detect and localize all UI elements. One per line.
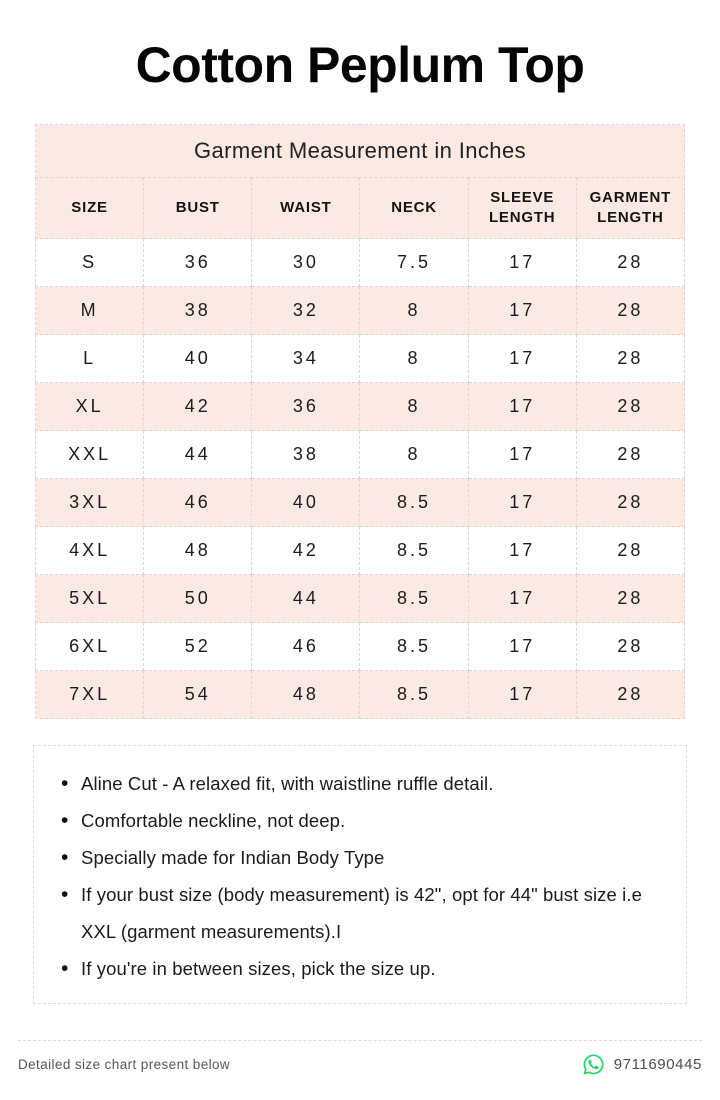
measurement-cell: 46 [251, 622, 361, 671]
measurement-cell: 40 [143, 334, 253, 383]
size-cell: XXL [34, 430, 145, 479]
measurement-cell: 42 [143, 382, 253, 431]
measurement-cell: 8.5 [359, 478, 469, 527]
note-item: If you're in between sizes, pick the siz… [48, 950, 668, 987]
measurement-cell: 44 [251, 574, 361, 623]
column-header: BUST [143, 177, 253, 239]
measurement-cell: 28 [575, 478, 686, 527]
table-caption-row: Garment Measurement in Inches [35, 124, 685, 178]
size-cell: 7XL [34, 670, 145, 719]
column-header: WAIST [251, 177, 361, 239]
measurement-cell: 28 [575, 622, 686, 671]
measurement-cell: 40 [251, 478, 361, 527]
note-item: Specially made for Indian Body Type [48, 839, 668, 876]
measurement-cell: 17 [467, 574, 577, 623]
measurement-cell: 8.5 [359, 622, 469, 671]
footer-note: Detailed size chart present below [18, 1057, 231, 1072]
measurement-cell: 36 [143, 238, 253, 287]
size-cell: 5XL [34, 574, 145, 623]
fit-notes-box: Aline Cut - A relaxed fit, with waistlin… [33, 745, 687, 1004]
measurement-cell: 17 [467, 382, 577, 431]
measurement-cell: 17 [467, 526, 577, 575]
table-row: 7XL 54 48 8.5 17 28 [34, 670, 686, 719]
table-row: 6XL 52 46 8.5 17 28 [34, 622, 686, 671]
measurement-cell: 8.5 [359, 670, 469, 719]
table-row: 5XL 50 44 8.5 17 28 [34, 574, 686, 623]
table-row: L 40 34 8 17 28 [34, 334, 686, 383]
measurement-cell: 44 [143, 430, 253, 479]
measurement-cell: 48 [143, 526, 253, 575]
table-row: M 38 32 8 17 28 [34, 286, 686, 335]
whatsapp-phone: 9711690445 [613, 1056, 702, 1073]
whatsapp-contact: 9711690445 [582, 1053, 702, 1076]
whatsapp-icon [582, 1053, 605, 1076]
measurement-cell: 42 [251, 526, 361, 575]
measurement-cell: 17 [467, 478, 577, 527]
measurement-cell: 32 [251, 286, 361, 335]
measurement-cell: 28 [575, 430, 686, 479]
size-cell: 3XL [34, 478, 145, 527]
measurement-cell: 8 [359, 334, 469, 383]
measurement-cell: 30 [251, 238, 361, 287]
measurement-cell: 38 [251, 430, 361, 479]
column-header: GARMENT LENGTH [575, 177, 686, 239]
note-item: Comfortable neckline, not deep. [48, 802, 668, 839]
measurement-cell: 17 [467, 334, 577, 383]
table-caption: Garment Measurement in Inches [35, 124, 685, 178]
measurement-cell: 17 [467, 238, 577, 287]
measurement-cell: 17 [467, 670, 577, 719]
size-cell: S [34, 238, 145, 287]
measurement-cell: 8.5 [359, 526, 469, 575]
measurement-cell: 52 [143, 622, 253, 671]
note-item: If your bust size (body measurement) is … [48, 876, 668, 950]
table-row: 4XL 48 42 8.5 17 28 [34, 526, 686, 575]
size-cell: 6XL [34, 622, 145, 671]
size-cell: XL [34, 382, 145, 431]
measurement-cell: 8 [359, 286, 469, 335]
table-header-row: SIZE BUST WAIST NECK SLEEVE LENGTH GARMENT LE… [34, 177, 686, 239]
measurement-cell: 28 [575, 334, 686, 383]
table-row: XL 42 36 8 17 28 [34, 382, 686, 431]
measurement-cell: 28 [575, 286, 686, 335]
measurement-cell: 7.5 [359, 238, 469, 287]
size-cell: L [34, 334, 145, 383]
table-row: 3XL 46 40 8.5 17 28 [34, 478, 686, 527]
measurement-cell: 34 [251, 334, 361, 383]
measurement-cell: 8 [359, 382, 469, 431]
measurement-cell: 17 [467, 286, 577, 335]
measurement-cell: 48 [251, 670, 361, 719]
measurement-cell: 54 [143, 670, 253, 719]
measurement-cell: 8 [359, 430, 469, 479]
column-header: SIZE [34, 177, 145, 239]
measurement-cell: 46 [143, 478, 253, 527]
footer-divider [18, 1040, 702, 1041]
measurement-cell: 28 [575, 382, 686, 431]
measurement-cell: 50 [143, 574, 253, 623]
measurement-cell: 17 [467, 622, 577, 671]
note-item: Aline Cut - A relaxed fit, with waistlin… [48, 765, 668, 802]
measurement-cell: 17 [467, 430, 577, 479]
size-cell: M [34, 286, 145, 335]
measurement-cell: 8.5 [359, 574, 469, 623]
page-title: Cotton Peplum Top [135, 37, 585, 93]
garment-measurement-table: Garment Measurement in Inches SIZE BUST WA… [34, 124, 686, 719]
table-row: S 36 30 7.5 17 28 [34, 238, 686, 287]
column-header: SLEEVE LENGTH [467, 177, 577, 239]
measurement-cell: 28 [575, 574, 686, 623]
table-row: XXL 44 38 8 17 28 [34, 430, 686, 479]
measurement-cell: 36 [251, 382, 361, 431]
size-cell: 4XL [34, 526, 145, 575]
measurement-cell: 38 [143, 286, 253, 335]
fit-notes-list: Aline Cut - A relaxed fit, with waistlin… [48, 765, 668, 987]
footer-bar: Detailed size chart present below 971169… [18, 1053, 702, 1076]
column-header: NECK [359, 177, 469, 239]
measurement-cell: 28 [575, 238, 686, 287]
measurement-cell: 28 [575, 526, 686, 575]
measurement-cell: 28 [575, 670, 686, 719]
